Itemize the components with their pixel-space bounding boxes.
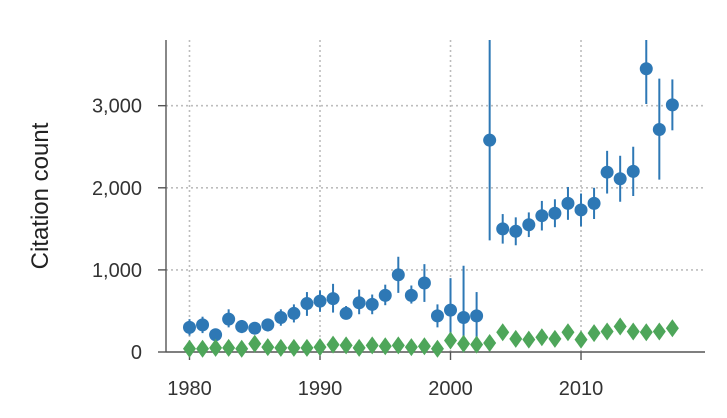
data-point-diamond: [313, 338, 327, 357]
tick-labels: 1980 1990 2000 2010 0 1,000 2,000 3,000: [92, 96, 603, 400]
data-point-diamond: [209, 338, 223, 357]
data-point-circle: [639, 62, 653, 76]
data-point-circle: [274, 311, 288, 325]
data-point-diamond: [182, 339, 196, 358]
data-point-circle: [652, 122, 666, 136]
data-point-circle: [209, 328, 223, 342]
data-point-circle: [587, 196, 601, 210]
error-bars: [188, 40, 674, 352]
data-point-circle: [196, 318, 210, 332]
data-point-circle: [261, 318, 275, 332]
data-point-diamond: [222, 338, 236, 357]
data-point-diamond: [430, 339, 444, 358]
data-point-diamond: [652, 322, 666, 341]
data-point-circle: [378, 288, 392, 302]
data-point-diamond: [404, 338, 418, 357]
data-point-diamond: [548, 329, 562, 348]
data-point-circle: [352, 296, 366, 310]
data-point-circle: [287, 306, 301, 320]
data-point-diamond: [326, 335, 340, 354]
data-point-circle: [457, 311, 471, 325]
data-point-diamond: [483, 333, 497, 352]
data-point-diamond: [248, 334, 262, 353]
data-markers: [182, 62, 679, 358]
data-point-diamond: [417, 337, 431, 356]
data-point-diamond: [470, 335, 484, 354]
data-point-circle: [222, 312, 236, 326]
data-point-circle: [430, 309, 444, 323]
data-point-diamond: [444, 331, 458, 350]
data-point-circle: [339, 306, 353, 320]
data-point-diamond: [391, 336, 405, 355]
data-point-diamond: [352, 338, 366, 357]
data-point-diamond: [600, 322, 614, 341]
axes: [165, 40, 705, 353]
data-point-diamond: [613, 317, 627, 336]
data-point-circle: [522, 218, 536, 232]
data-point-circle: [509, 224, 523, 238]
data-point-diamond: [274, 338, 288, 357]
y-axis-title: Citation count: [27, 122, 54, 269]
data-point-diamond: [626, 322, 640, 341]
data-point-diamond: [261, 338, 275, 357]
data-point-circle: [600, 165, 614, 179]
data-point-diamond: [378, 337, 392, 356]
gridlines: [166, 40, 705, 352]
y-tick-label: 3,000: [92, 96, 142, 118]
data-point-diamond: [287, 338, 301, 357]
data-point-circle: [182, 320, 196, 334]
data-point-diamond: [300, 338, 314, 357]
data-point-circle: [248, 321, 262, 335]
data-point-circle: [470, 309, 484, 323]
data-point-circle: [404, 288, 418, 302]
data-point-diamond: [365, 336, 379, 355]
x-tick-label: 1990: [298, 378, 343, 400]
x-tick-label: 2000: [428, 378, 473, 400]
data-point-diamond: [196, 339, 210, 358]
data-point-circle: [626, 164, 640, 178]
data-point-circle: [535, 209, 549, 223]
data-point-circle: [561, 196, 575, 210]
data-point-circle: [391, 268, 405, 282]
data-point-diamond: [339, 336, 353, 355]
data-point-circle: [483, 133, 497, 147]
data-point-diamond: [535, 328, 549, 347]
data-point-circle: [300, 297, 314, 311]
data-point-diamond: [639, 323, 653, 342]
data-point-circle: [613, 172, 627, 186]
data-point-circle: [574, 203, 588, 217]
x-tick-label: 2010: [559, 378, 604, 400]
data-point-circle: [417, 276, 431, 290]
data-point-circle: [444, 303, 458, 317]
data-point-circle: [665, 98, 679, 112]
data-point-diamond: [665, 319, 679, 338]
data-point-circle: [365, 297, 379, 311]
data-point-diamond: [509, 329, 523, 348]
data-point-circle: [548, 206, 562, 220]
data-point-diamond: [457, 334, 471, 353]
data-point-diamond: [522, 330, 536, 349]
data-point-diamond: [561, 323, 575, 342]
data-point-circle: [235, 320, 249, 334]
data-point-circle: [313, 294, 327, 308]
y-tick-label: 0: [131, 342, 142, 364]
data-point-diamond: [587, 324, 601, 343]
data-point-diamond: [574, 330, 588, 349]
x-tick-label: 1980: [167, 378, 212, 400]
data-point-diamond: [235, 339, 249, 358]
data-point-diamond: [496, 323, 510, 342]
y-tick-label: 2,000: [92, 178, 142, 200]
y-tick-label: 1,000: [92, 260, 142, 282]
data-point-circle: [326, 292, 340, 306]
data-point-circle: [496, 222, 510, 236]
